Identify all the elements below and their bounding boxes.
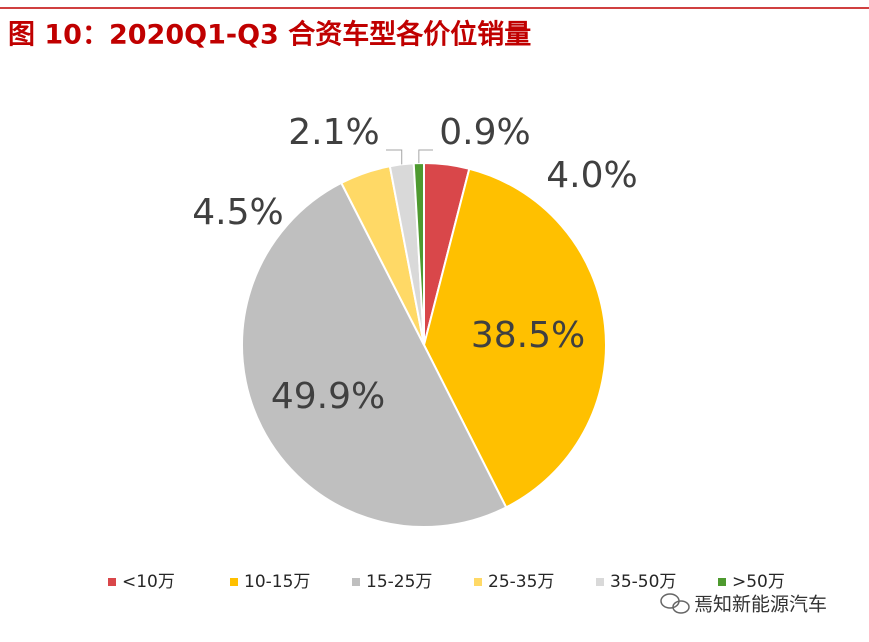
legend-marker <box>108 578 116 586</box>
data-label: 0.9% <box>439 112 530 153</box>
legend-label: 10-15万 <box>244 572 310 592</box>
data-label: 38.5% <box>471 315 585 356</box>
leader-line <box>418 149 433 164</box>
legend-marker <box>230 578 238 586</box>
legend-label: 25-35万 <box>488 572 554 592</box>
legend-label: <10万 <box>122 572 175 592</box>
data-label: 2.1% <box>288 112 379 153</box>
legend-label: >50万 <box>732 572 785 592</box>
leader-line <box>386 149 403 165</box>
data-label: 4.5% <box>192 192 283 233</box>
legend-marker <box>596 578 604 586</box>
legend-marker <box>352 578 360 586</box>
legend-label: 35-50万 <box>610 572 676 592</box>
pie-slice <box>241 181 508 528</box>
legend-marker <box>474 578 482 586</box>
pie-slice <box>412 161 425 346</box>
pie-slice <box>422 167 607 509</box>
legend-marker <box>718 578 726 586</box>
data-label: 49.9% <box>271 376 385 417</box>
watermark-icon <box>660 593 690 614</box>
watermark: 焉知新能源汽车 <box>694 594 827 616</box>
chart-title: 图 10：2020Q1-Q3 合资车型各价位销量 <box>8 19 531 51</box>
legend-label: 15-25万 <box>366 572 432 592</box>
data-label: 4.0% <box>546 155 637 196</box>
